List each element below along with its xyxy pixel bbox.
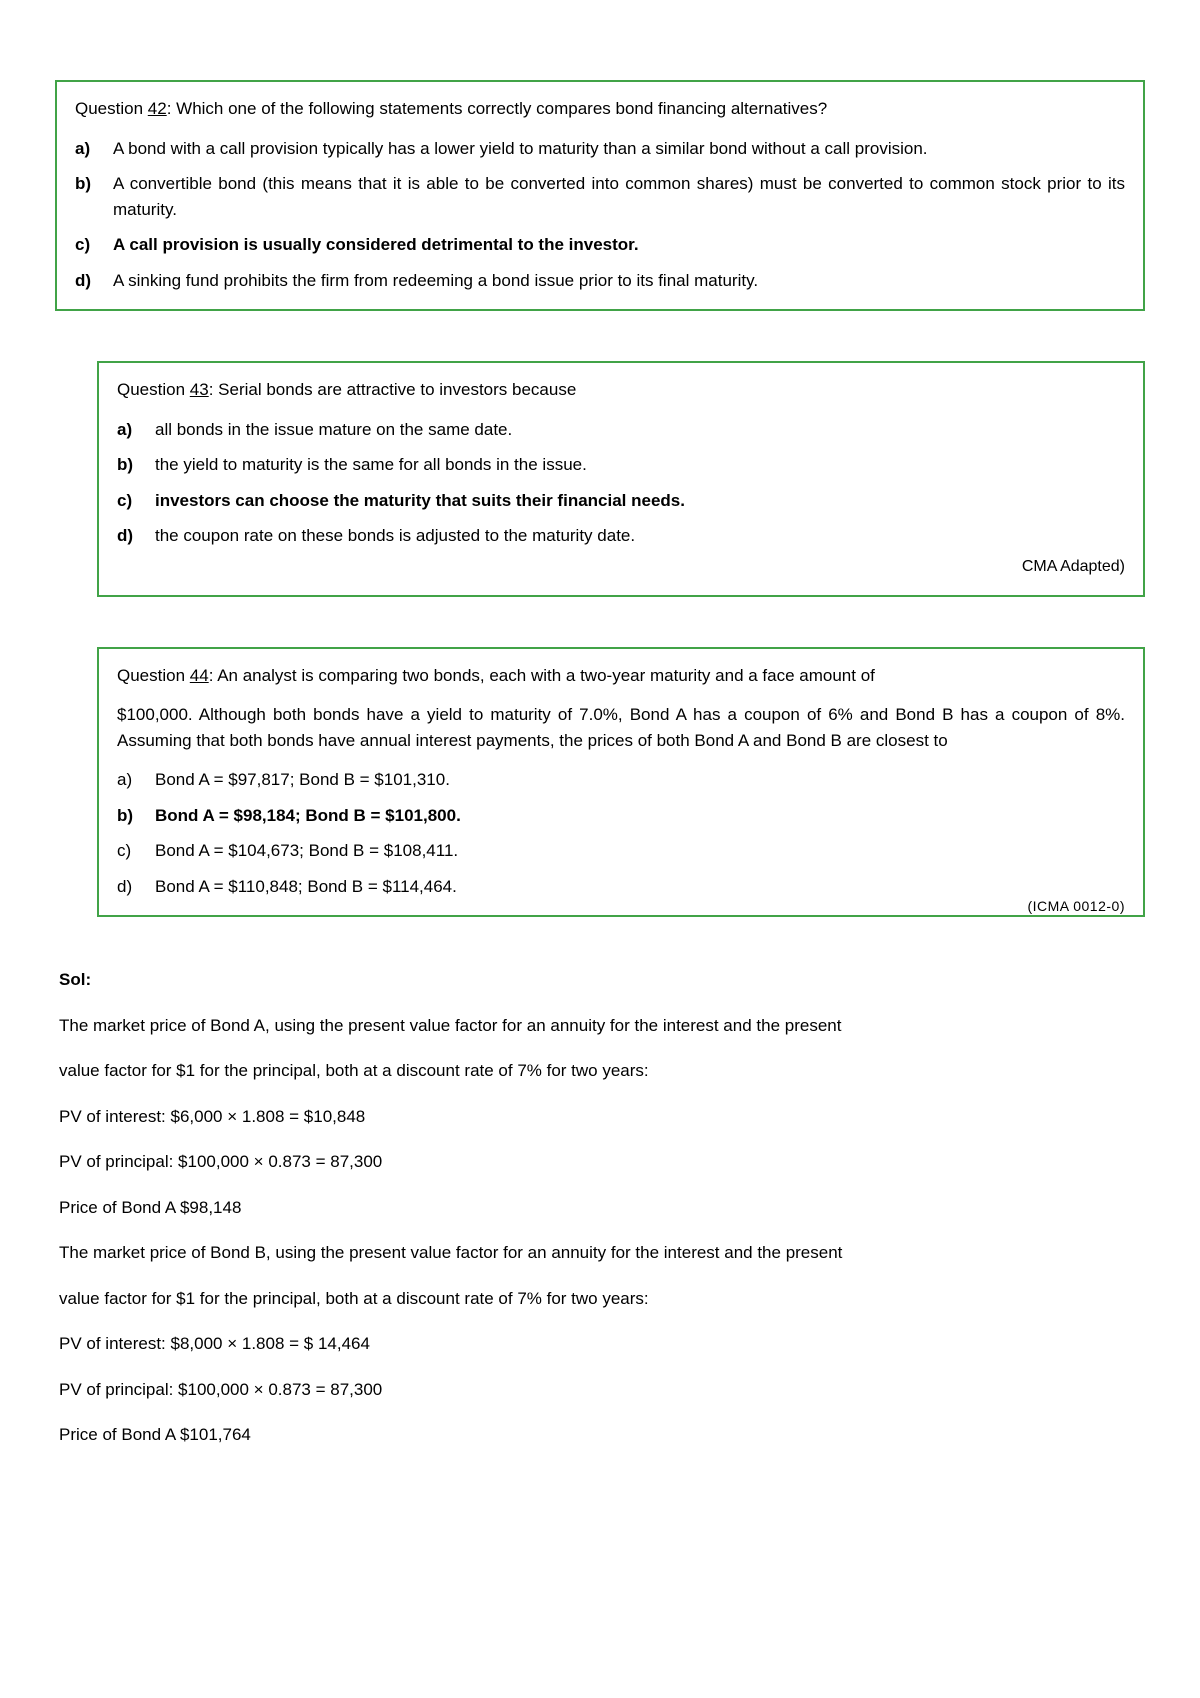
question-box-42: Question 42: Which one of the following … <box>55 80 1145 311</box>
option-b: b) Bond A = $98,184; Bond B = $101,800. <box>117 803 1125 829</box>
option-text: the yield to maturity is the same for al… <box>155 452 1125 478</box>
solution-line: PV of interest: $8,000 × 1.808 = $ 14,46… <box>59 1331 1141 1357</box>
question-prompt: : Which one of the following statements … <box>167 99 828 118</box>
question-header: Question 42: Which one of the following … <box>75 96 1125 122</box>
option-a: a) Bond A = $97,817; Bond B = $101,310. <box>117 767 1125 793</box>
option-letter: d) <box>117 523 155 549</box>
solution-line: PV of principal: $100,000 × 0.873 = 87,3… <box>59 1149 1141 1175</box>
solution-line: Price of Bond A $101,764 <box>59 1422 1141 1448</box>
question-prompt: : An analyst is comparing two bonds, eac… <box>209 666 875 685</box>
option-letter: a) <box>75 136 113 162</box>
solution-line: PV of interest: $6,000 × 1.808 = $10,848 <box>59 1104 1141 1130</box>
option-text: A convertible bond (this means that it i… <box>113 171 1125 222</box>
option-a: a) A bond with a call provision typicall… <box>75 136 1125 162</box>
options-list: a) all bonds in the issue mature on the … <box>117 417 1125 549</box>
solution-line: The market price of Bond B, using the pr… <box>59 1240 1141 1266</box>
option-letter: b) <box>117 452 155 478</box>
question-number: 43 <box>190 380 209 399</box>
solution-line: PV of principal: $100,000 × 0.873 = 87,3… <box>59 1377 1141 1403</box>
option-text: Bond A = $104,673; Bond B = $108,411. <box>155 838 1125 864</box>
option-text: A call provision is usually considered d… <box>113 232 1125 258</box>
option-d: d) the coupon rate on these bonds is adj… <box>117 523 1125 549</box>
question-prompt: : Serial bonds are attractive to investo… <box>209 380 577 399</box>
source-tag: CMA Adapted) <box>117 555 1125 579</box>
option-b: b) the yield to maturity is the same for… <box>117 452 1125 478</box>
cutoff-text: (ICMA 0012-0) <box>1027 896 1125 917</box>
option-a: a) all bonds in the issue mature on the … <box>117 417 1125 443</box>
option-text: A sinking fund prohibits the firm from r… <box>113 268 1125 294</box>
solution-line: value factor for $1 for the principal, b… <box>59 1286 1141 1312</box>
question-box-44: Question 44: An analyst is comparing two… <box>97 647 1145 918</box>
solution-section: Sol: The market price of Bond A, using t… <box>55 967 1145 1448</box>
question-header: Question 43: Serial bonds are attractive… <box>117 377 1125 403</box>
solution-line: The market price of Bond A, using the pr… <box>59 1013 1141 1039</box>
option-text: Bond A = $110,848; Bond B = $114,464. <box>155 874 1125 900</box>
option-letter: b) <box>117 803 155 829</box>
option-text: investors can choose the maturity that s… <box>155 488 1125 514</box>
question-header: Question 44: An analyst is comparing two… <box>117 663 1125 689</box>
options-list: a) A bond with a call provision typicall… <box>75 136 1125 294</box>
question-label: Question <box>117 380 185 399</box>
option-letter: d) <box>117 874 155 900</box>
option-d: d) A sinking fund prohibits the firm fro… <box>75 268 1125 294</box>
solution-line: value factor for $1 for the principal, b… <box>59 1058 1141 1084</box>
option-c: c) Bond A = $104,673; Bond B = $108,411. <box>117 838 1125 864</box>
option-letter: d) <box>75 268 113 294</box>
option-b: b) A convertible bond (this means that i… <box>75 171 1125 222</box>
question-label: Question <box>117 666 185 685</box>
option-text: Bond A = $98,184; Bond B = $101,800. <box>155 803 1125 829</box>
option-letter: c) <box>117 488 155 514</box>
option-c: c) investors can choose the maturity tha… <box>117 488 1125 514</box>
option-text: Bond A = $97,817; Bond B = $101,310. <box>155 767 1125 793</box>
solution-title: Sol: <box>59 967 1141 993</box>
options-list: a) Bond A = $97,817; Bond B = $101,310. … <box>117 767 1125 899</box>
question-number: 42 <box>148 99 167 118</box>
option-c: c) A call provision is usually considere… <box>75 232 1125 258</box>
question-description: $100,000. Although both bonds have a yie… <box>117 702 1125 753</box>
option-letter: b) <box>75 171 113 197</box>
solution-line: Price of Bond A $98,148 <box>59 1195 1141 1221</box>
option-text: A bond with a call provision typically h… <box>113 136 1125 162</box>
option-text: the coupon rate on these bonds is adjust… <box>155 523 1125 549</box>
option-text: all bonds in the issue mature on the sam… <box>155 417 1125 443</box>
question-label: Question <box>75 99 143 118</box>
option-letter: c) <box>75 232 113 258</box>
option-d: d) Bond A = $110,848; Bond B = $114,464. <box>117 874 1125 900</box>
question-box-43: Question 43: Serial bonds are attractive… <box>97 361 1145 597</box>
question-number: 44 <box>190 666 209 685</box>
option-letter: a) <box>117 767 155 793</box>
option-letter: c) <box>117 838 155 864</box>
option-letter: a) <box>117 417 155 443</box>
